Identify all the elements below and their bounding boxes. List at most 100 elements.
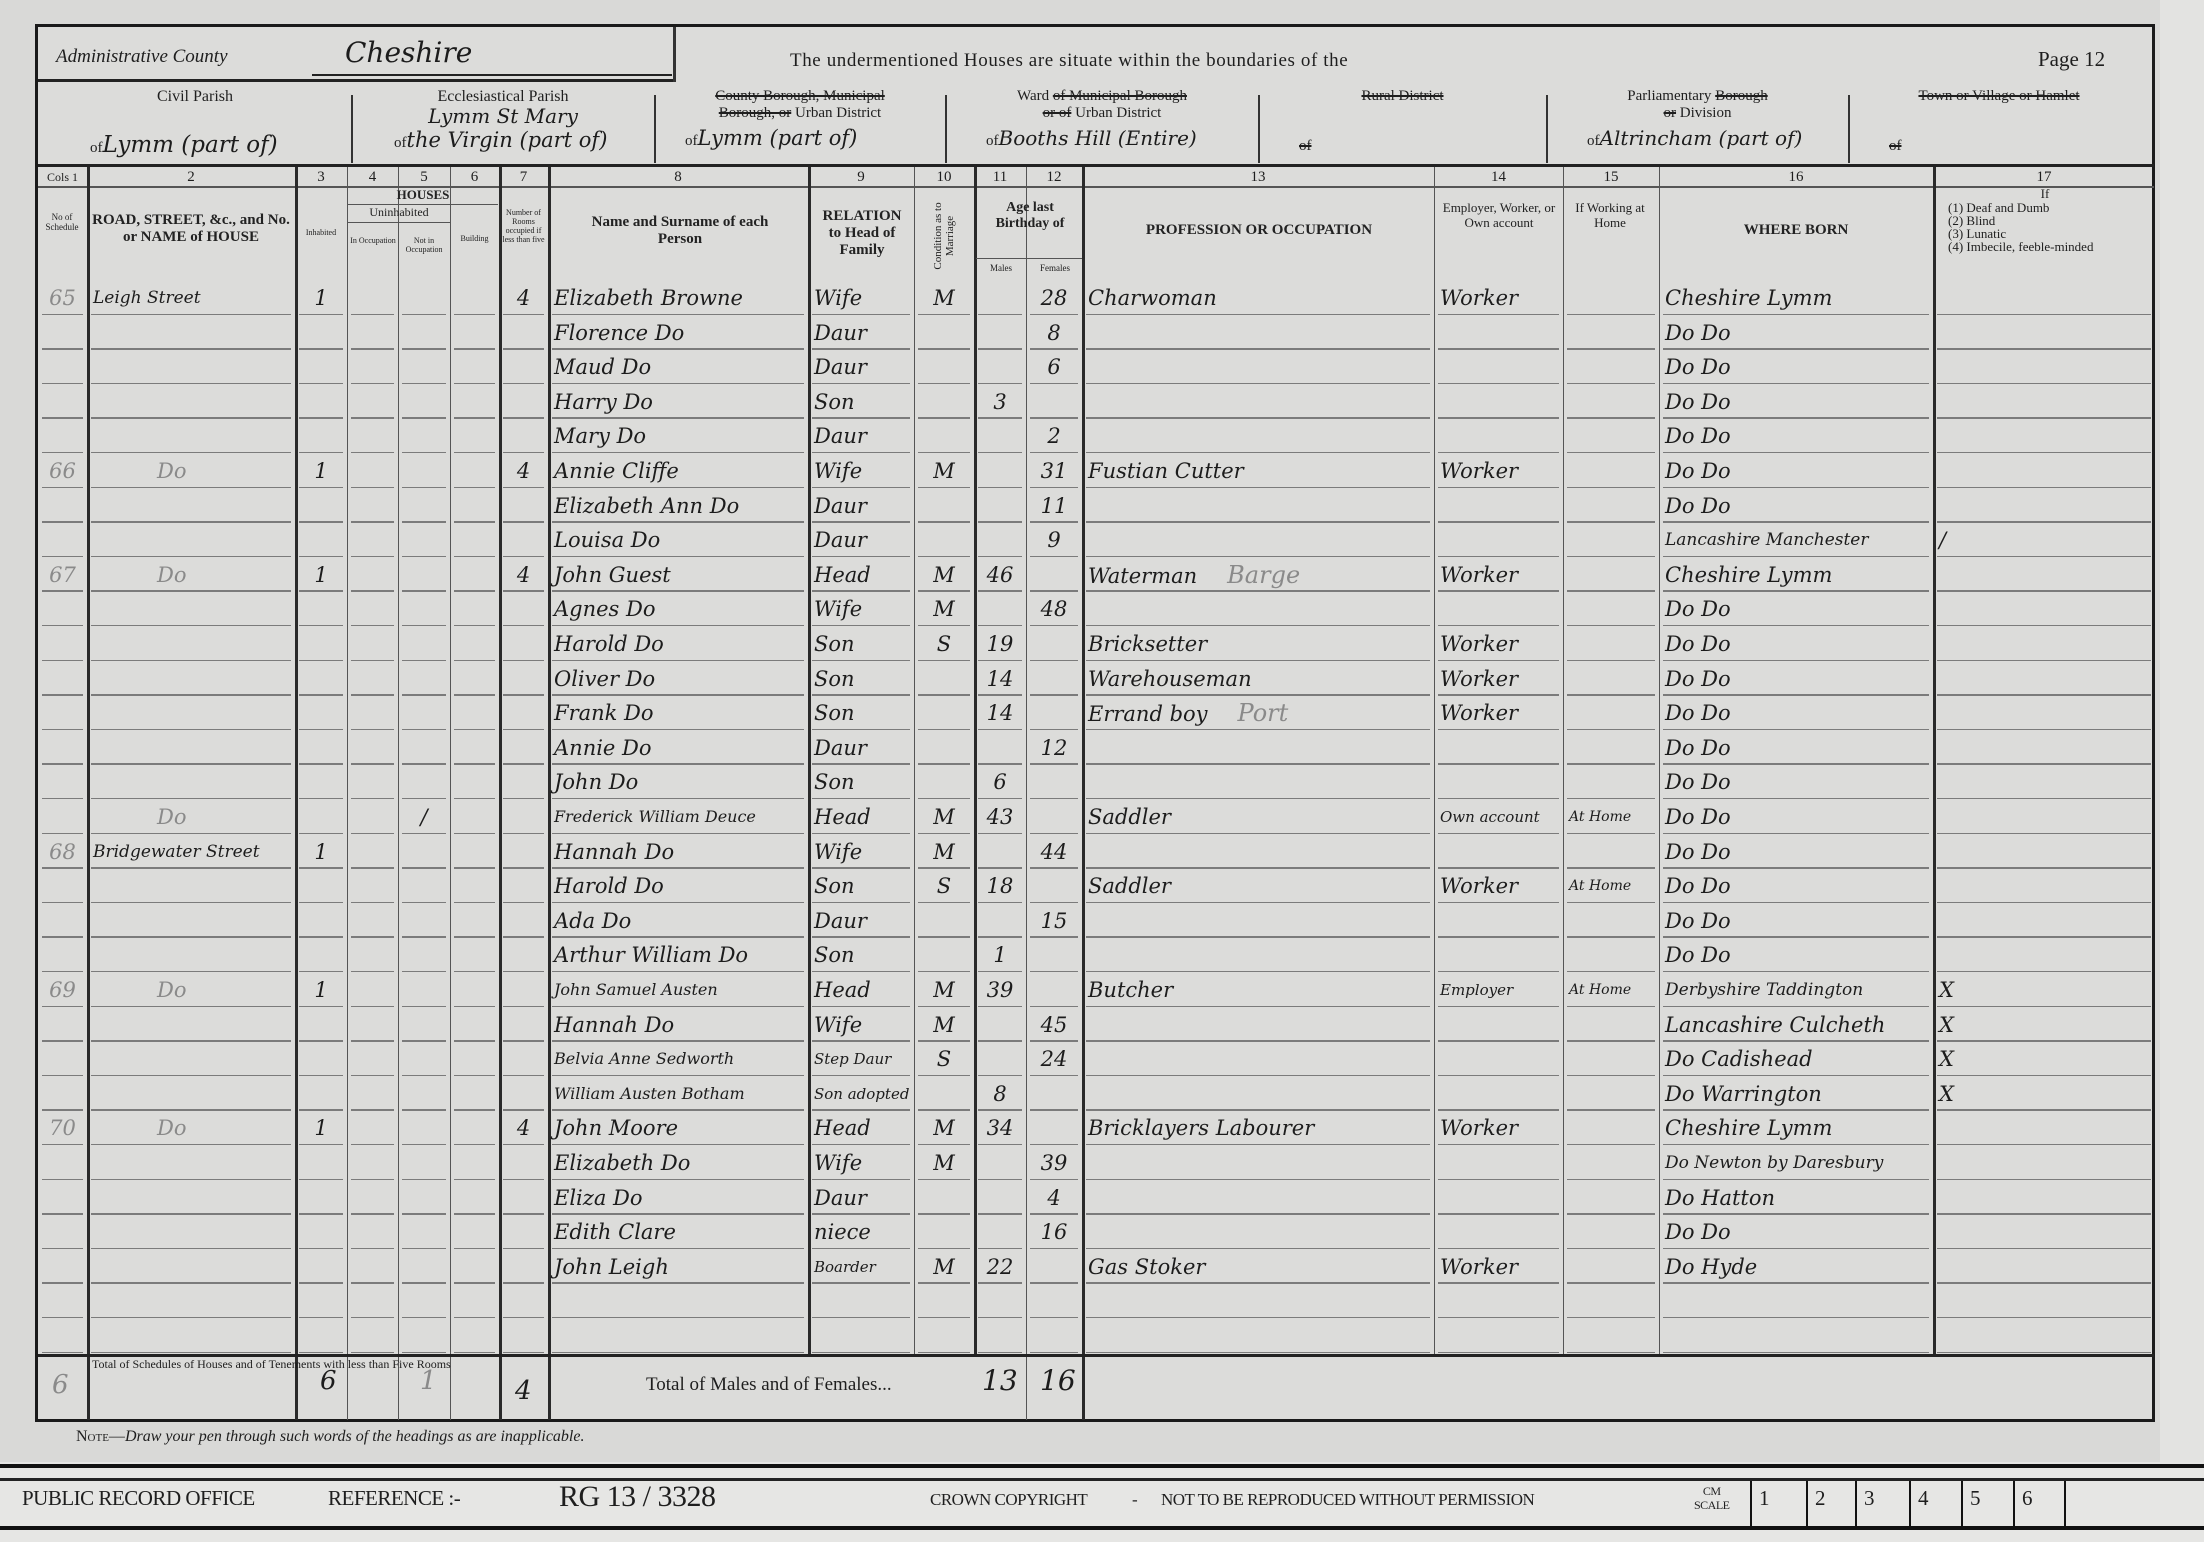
cell-born: Do Do	[1659, 835, 1933, 869]
cell-at-home	[1563, 1042, 1659, 1077]
schedule-value: 68	[49, 839, 76, 864]
cell-building	[450, 281, 499, 315]
cell-rooms	[499, 1250, 548, 1284]
cell-at-home: At Home	[1563, 973, 1659, 1007]
cell-name: Elizabeth Do	[548, 1146, 808, 1180]
name-value: Elizabeth Browne	[554, 286, 743, 310]
cell-not-in_occupation	[398, 1111, 450, 1146]
cell-name: Elizabeth Ann Do	[548, 489, 808, 523]
cell-infirmity	[1933, 558, 2155, 592]
total-inhabited: 6	[320, 1366, 337, 1396]
rooms-value: 4	[516, 562, 531, 587]
cell-inhabited	[295, 1319, 347, 1353]
cell-in-occupation	[347, 1284, 398, 1319]
cell-employment	[1434, 835, 1563, 869]
column-divider	[1026, 167, 1028, 1420]
relation-value: Daur	[814, 1185, 867, 1210]
cell-not-in_occupation	[398, 1215, 450, 1250]
cell-in-occupation	[347, 662, 398, 696]
cell-born: Do Do	[1659, 765, 1933, 800]
cell-occupation	[1082, 1181, 1434, 1215]
column-number: 16	[1788, 169, 1804, 185]
cell-not-in_occupation	[398, 627, 450, 661]
cell-rooms	[499, 765, 548, 800]
occupation-value: Saddler	[1088, 805, 1171, 829]
rural-district: Rural District of	[1259, 88, 1546, 155]
name-value: Louisa Do	[554, 528, 661, 553]
name-value: Florence Do	[554, 320, 685, 345]
cell-building	[450, 558, 499, 592]
cell-not-in_occupation	[398, 1042, 450, 1077]
cell-address	[87, 592, 295, 627]
ward-value: Booths Hill (Entire)	[998, 126, 1197, 150]
cell-born: Do Do	[1659, 904, 1933, 938]
employment-value: Worker	[1440, 701, 1519, 726]
name-value: Agnes Do	[554, 597, 656, 622]
cell-schedule	[38, 869, 87, 904]
cell-in-occupation	[347, 281, 398, 315]
rooms-value: 4	[516, 459, 531, 483]
cell-condition	[914, 662, 974, 696]
cell-infirmity	[1933, 385, 2155, 419]
cell-name: Annie Cliffe	[548, 454, 808, 488]
relation-value: Head	[814, 805, 871, 829]
cell-born: Do Do	[1659, 800, 1933, 834]
cell-not-in_occupation	[398, 904, 450, 938]
cell-name: Arthur William Do	[548, 938, 808, 973]
cell-occupation: Waterman Barge	[1082, 558, 1434, 592]
table-row: John Leigh Boarder M 22 Gas Stoker Worker Do H…	[0, 1250, 2204, 1284]
cell-in-occupation	[347, 1111, 398, 1146]
born-value: Cheshire Lymm	[1665, 562, 1833, 587]
cell-schedule	[38, 696, 87, 731]
divider	[654, 95, 656, 163]
occupation-value: Saddler	[1088, 874, 1171, 899]
cell-building	[450, 835, 499, 869]
footer-rule	[0, 1526, 2204, 1530]
cell-not-in_occupation	[398, 592, 450, 627]
cell-condition	[914, 696, 974, 731]
cell-condition: M	[914, 558, 974, 592]
cell-address	[87, 731, 295, 765]
cell-infirmity	[1933, 1111, 2155, 1146]
cell-in-occupation	[347, 558, 398, 592]
age-f-value: 2	[1047, 424, 1061, 449]
of-label: of	[394, 135, 407, 151]
county-value: Cheshire	[345, 36, 473, 69]
cell-condition: M	[914, 973, 974, 1007]
cell-age-m: 34	[974, 1111, 1026, 1146]
cell-schedule	[38, 592, 87, 627]
footer-separator: -	[1132, 1490, 1138, 1509]
table-row: Elizabeth Do Wife M 39 Do Newton by Daresbur…	[0, 1146, 2204, 1180]
cell-name: Agnes Do	[548, 592, 808, 627]
cell-not-in_occupation	[398, 385, 450, 419]
cell-not-in_occupation	[398, 1181, 450, 1215]
cell-schedule: 67	[38, 558, 87, 592]
cell-name: John Moore	[548, 1111, 808, 1146]
cell-at-home	[1563, 281, 1659, 315]
name-value: Frank Do	[554, 701, 654, 726]
cell-in-occupation	[347, 1250, 398, 1284]
relation-value: Step Daur	[814, 1050, 892, 1069]
header-condition: Condition as to Marriage	[932, 202, 956, 270]
cell-not-in_occupation	[398, 1319, 450, 1353]
cell-in-occupation	[347, 1077, 398, 1111]
ward-struck-1: of Municipal Borough	[1052, 88, 1187, 104]
cell-inhabited	[295, 316, 347, 350]
age-m-value: 6	[993, 770, 1007, 795]
cell-address	[87, 316, 295, 350]
cell-at-home	[1563, 1215, 1659, 1250]
cell-born: Do Do	[1659, 938, 1933, 973]
cell-name: Hannah Do	[548, 1008, 808, 1042]
cell-not-in_occupation	[398, 523, 450, 558]
footer-restriction: NOT TO BE REPRODUCED WITHOUT PERMISSION	[1161, 1490, 1535, 1509]
civil-parish-label: Civil Parish	[156, 88, 233, 105]
occupation-value: Errand boy	[1088, 702, 1208, 727]
cell-born: Derbyshire Taddington	[1659, 973, 1933, 1007]
cell-occupation: Saddler	[1082, 800, 1434, 834]
cell-rooms	[499, 938, 548, 973]
cell-inhabited	[295, 350, 347, 385]
cell-at-home	[1563, 1250, 1659, 1284]
age-f-value: 11	[1040, 493, 1068, 518]
table-row: 68 Bridgewater Street 1 Hannah Do Wife M 44 Do …	[0, 835, 2204, 869]
cell-inhabited	[295, 904, 347, 938]
